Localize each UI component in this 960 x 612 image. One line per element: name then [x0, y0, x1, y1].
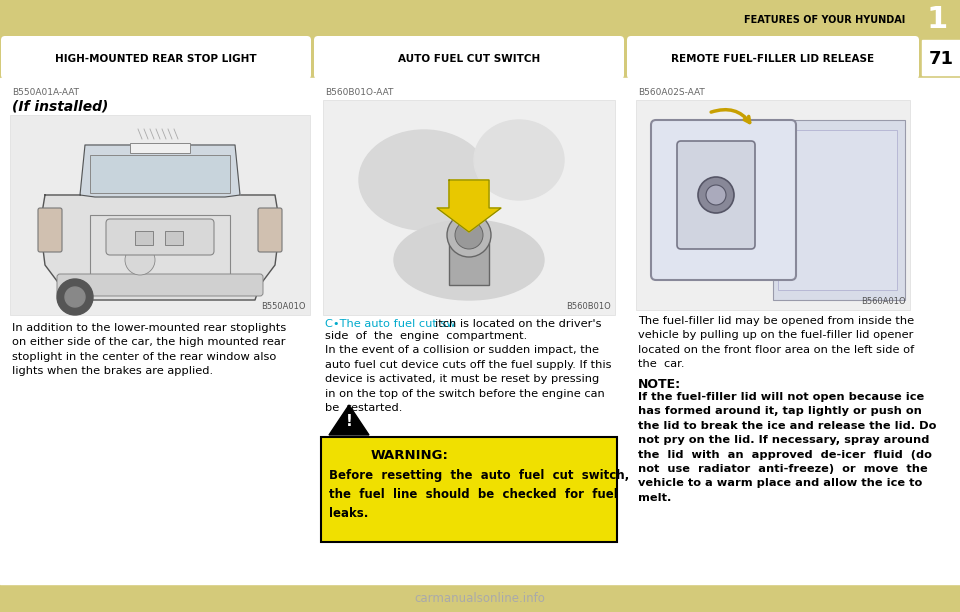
FancyBboxPatch shape [57, 274, 263, 296]
Text: If the fuel-filler lid will not open because ice
has formed around it, tap light: If the fuel-filler lid will not open bec… [638, 392, 936, 503]
Text: FEATURES OF YOUR HYUNDAI: FEATURES OF YOUR HYUNDAI [744, 15, 905, 25]
Bar [135, 231, 153, 245]
Text: B560B01O: B560B01O [566, 302, 611, 311]
FancyBboxPatch shape [38, 208, 62, 252]
Bar [90, 215, 230, 275]
Bar [10, 115, 310, 315]
Bar [773, 120, 905, 300]
FancyBboxPatch shape [1, 36, 311, 79]
Circle shape [57, 279, 93, 315]
Bar [90, 155, 230, 193]
Polygon shape [329, 405, 369, 435]
Ellipse shape [394, 220, 544, 300]
Text: WARNING:: WARNING: [371, 449, 449, 462]
Text: B560B01O-AAT: B560B01O-AAT [325, 88, 394, 97]
Bar [636, 100, 910, 310]
Text: itch is located on the driver's: itch is located on the driver's [435, 319, 602, 329]
Text: B550A01O: B550A01O [261, 302, 306, 311]
Text: B550A01A-AAT: B550A01A-AAT [12, 88, 79, 97]
FancyBboxPatch shape [627, 36, 919, 79]
Text: AUTO FUEL CUT SWITCH: AUTO FUEL CUT SWITCH [397, 53, 540, 64]
Bar [130, 143, 190, 153]
Text: Before  resetting  the  auto  fuel  cut  switch,
the  fuel  line  should  be  ch: Before resetting the auto fuel cut switc… [329, 469, 629, 520]
Text: B560A01O: B560A01O [861, 297, 906, 306]
Text: (If installed): (If installed) [12, 99, 108, 113]
Text: carmanualsonline.info: carmanualsonline.info [415, 592, 545, 605]
Text: side  of  the  engine  compartment.
In the event of a collision or sudden impact: side of the engine compartment. In the e… [325, 331, 612, 413]
Text: The fuel-filler lid may be opened from inside the
vehicle by pulling up on the f: The fuel-filler lid may be opened from i… [638, 316, 914, 369]
Text: HIGH-MOUNTED REAR STOP LIGHT: HIGH-MOUNTED REAR STOP LIGHT [55, 53, 257, 64]
FancyBboxPatch shape [651, 120, 796, 280]
Circle shape [115, 235, 165, 285]
Text: In addition to the lower-mounted rear stoplights
on either side of the car, the : In addition to the lower-mounted rear st… [12, 323, 286, 376]
Polygon shape [80, 145, 240, 197]
Text: 71: 71 [928, 50, 953, 67]
Text: 1: 1 [926, 6, 948, 34]
Text: C•The auto fuel cut sw: C•The auto fuel cut sw [325, 319, 456, 329]
FancyBboxPatch shape [314, 36, 624, 79]
Bar [778, 130, 897, 290]
Bar [0, 78, 960, 584]
FancyBboxPatch shape [258, 208, 282, 252]
Circle shape [455, 221, 483, 249]
Circle shape [698, 177, 734, 213]
Circle shape [706, 185, 726, 205]
Circle shape [125, 245, 155, 275]
Text: !: ! [346, 414, 352, 428]
Polygon shape [40, 195, 280, 300]
Text: NOTE:: NOTE: [638, 378, 682, 391]
Bar [321, 437, 617, 542]
Circle shape [65, 287, 85, 307]
FancyBboxPatch shape [106, 219, 214, 255]
Circle shape [447, 213, 491, 257]
Bar [449, 235, 489, 285]
Ellipse shape [474, 120, 564, 200]
Bar [323, 100, 615, 315]
Bar [922, 40, 960, 75]
Text: B560A02S-AAT: B560A02S-AAT [638, 88, 705, 97]
Text: REMOTE FUEL-FILLER LID RELEASE: REMOTE FUEL-FILLER LID RELEASE [671, 53, 875, 64]
Polygon shape [437, 180, 501, 232]
Ellipse shape [359, 130, 489, 230]
FancyBboxPatch shape [677, 141, 755, 249]
Bar [165, 231, 183, 245]
